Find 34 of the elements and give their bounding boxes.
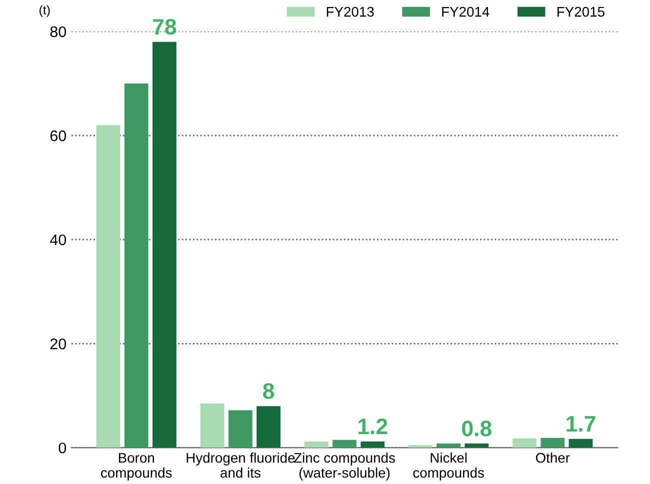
legend-label: FY2013 <box>326 6 374 17</box>
y-tick-label: 20 <box>50 338 66 350</box>
bar <box>200 403 224 448</box>
legend-label: FY2014 <box>442 6 490 17</box>
bar <box>332 440 356 448</box>
y-tick-label: 80 <box>50 26 66 38</box>
x-tick-label: Zinc compounds (water-soluble) <box>294 452 395 480</box>
x-tick-label: Boron compounds <box>101 453 172 480</box>
bar <box>540 438 565 448</box>
data-label: 8 <box>263 383 274 399</box>
bar <box>228 410 252 448</box>
y-axis-title: (t) <box>40 5 50 17</box>
bar <box>256 406 280 448</box>
bar <box>360 441 385 448</box>
bar <box>96 125 120 448</box>
bar <box>436 444 461 448</box>
bar <box>124 83 148 448</box>
bar <box>152 42 176 448</box>
bar <box>568 438 593 448</box>
data-label: 1.7 <box>566 416 596 432</box>
x-tick-label: Nickel compounds <box>413 452 484 480</box>
legend-label: FY2015 <box>558 6 604 17</box>
x-tick-label: Hydrogen fluoride and its <box>186 452 295 478</box>
bar <box>464 444 489 448</box>
y-tick-label: 40 <box>50 234 66 246</box>
bar <box>304 441 328 448</box>
data-label: 78 <box>153 18 176 35</box>
bar <box>408 445 432 448</box>
data-label: 1.2 <box>358 418 388 434</box>
y-tick-label: 0 <box>58 442 66 454</box>
bar <box>512 438 536 448</box>
x-tick-label: Other <box>536 452 570 463</box>
y-tick-label: 60 <box>50 130 66 142</box>
data-label: 0.8 <box>462 420 492 436</box>
